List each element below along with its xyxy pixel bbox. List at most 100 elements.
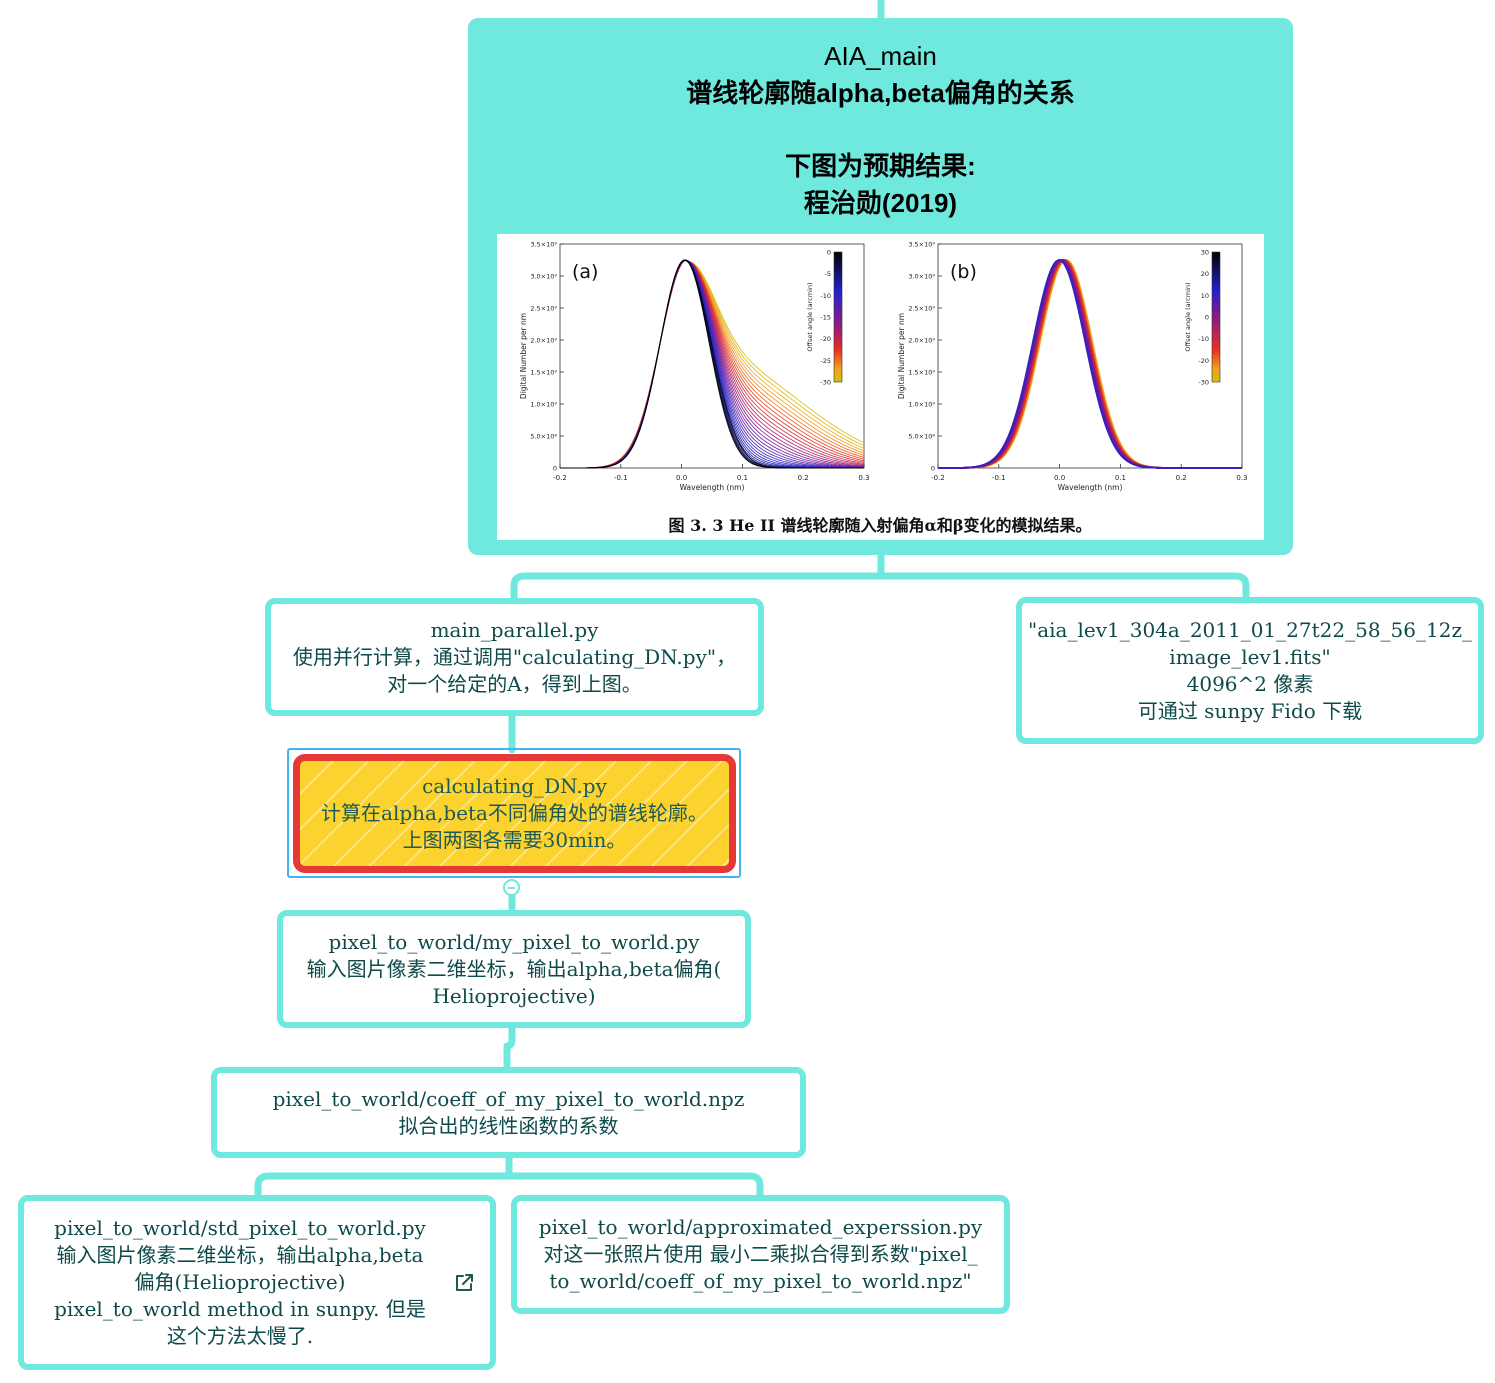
node-aia-fits-file[interactable]: "aia_lev1_304a_2011_01_27t22_58_56_12z_ …: [1016, 597, 1484, 744]
profile-line: [560, 259, 865, 469]
profile-line: [560, 259, 864, 469]
root-note-1: 下图为预期结果:: [785, 151, 976, 181]
profile-line: [560, 259, 865, 469]
profile-line: [560, 259, 865, 469]
chart-panel-b: -0.2 -0.1 0.0 0.1 0.2 0.3 0 5.0×10⁸ 1.0×10⁹ 1.5×1…: [897, 241, 1248, 493]
profile-line: [560, 259, 865, 469]
x-axis-label: Wavelength (nm): [680, 483, 745, 492]
profile-line: [560, 259, 865, 469]
x-tick-label: -0.2: [553, 474, 567, 482]
node-title: calculating_DN.py: [422, 774, 607, 798]
y-tick-label: 0: [931, 465, 935, 473]
collapse-toggle-icon[interactable]: [503, 879, 520, 896]
node-desc-3: pixel_to_world method in sunpy. 但是: [54, 1297, 426, 1321]
colorbar-tick-label: -25: [820, 357, 831, 365]
plot-frame: [937, 243, 1243, 469]
profile-line: [560, 259, 864, 469]
node-desc-4: 这个方法太慢了.: [166, 1324, 314, 1348]
x-tick-label: 0.2: [798, 474, 809, 482]
profile-line: [560, 259, 864, 469]
profile-line: [560, 259, 864, 469]
node-std-pixel-to-world[interactable]: pixel_to_world/std_pixel_to_world.py 输入图…: [18, 1195, 496, 1370]
profile-line: [560, 259, 864, 469]
figure-caption: 图 3. 3 He II 谱线轮廓随入射偏角α和β变化的模拟结果。: [669, 516, 1092, 535]
node-title: pixel_to_world/std_pixel_to_world.py: [54, 1216, 426, 1240]
node-title: pixel_to_world/approximated_experssion.p…: [538, 1215, 983, 1239]
x-tick-label: -0.1: [992, 474, 1006, 482]
profile-line: [560, 259, 864, 469]
external-link-icon[interactable]: [454, 1273, 474, 1300]
y-tick-label: 5.0×10⁸: [530, 433, 557, 441]
node-desc-1: 输入图片像素二维坐标，输出alpha,beta偏角(: [306, 956, 722, 981]
profile-line: [560, 259, 864, 469]
colorbar-tick-label: -5: [825, 270, 831, 278]
colorbar-tick-label: 0: [1205, 314, 1209, 322]
profile-line: [560, 259, 864, 469]
selection-frame: [287, 748, 741, 878]
x-tick-label: 0.1: [737, 474, 748, 482]
profile-line: [938, 259, 1242, 469]
colorbar: [1211, 251, 1221, 383]
node-main-parallel[interactable]: main_parallel.py 使用并行计算，通过调用"calculating…: [265, 598, 764, 716]
node-title: pixel_to_world/coeff_of_my_pixel_to_worl…: [272, 1086, 745, 1111]
profile-line: [560, 259, 865, 469]
node-calculating-dn[interactable]: calculating_DN.py 计算在alpha,beta不同偏角处的谱线轮…: [293, 754, 736, 873]
node-approximated-expression[interactable]: pixel_to_world/approximated_experssion.p…: [511, 1195, 1010, 1314]
root-node-aia-main[interactable]: AIA_main 谱线轮廓随alpha,beta偏角的关系 下图为预期结果: 程…: [468, 18, 1293, 555]
y-tick-label: 2.0×10⁹: [530, 337, 557, 345]
root-subtitle: 谱线轮廓随alpha,beta偏角的关系: [686, 78, 1075, 108]
profile-line: [560, 259, 865, 469]
x-tick-label: 0.3: [858, 474, 869, 482]
y-tick-label: 3.5×10⁹: [908, 241, 935, 249]
profile-line: [560, 259, 864, 469]
y-tick-label: 2.5×10⁹: [908, 305, 935, 313]
root-note-2: 程治勋(2019): [803, 188, 958, 218]
colorbar-title: Offset angle (arcmin): [1184, 282, 1192, 351]
node-desc-1: 计算在alpha,beta不同偏角处的谱线轮廓。: [321, 801, 708, 825]
colorbar-tick-label: -15: [820, 314, 831, 322]
panel-label: (b): [950, 261, 977, 283]
profile-line: [560, 259, 865, 469]
profile-line: [560, 259, 865, 469]
node-title: "aia_lev1_304a_2011_01_27t22_58_56_12z_: [1028, 617, 1472, 642]
x-tick-label: 0.0: [676, 474, 687, 482]
colorbar-tick-label: -30: [820, 379, 831, 387]
node-desc-1: 4096^2 像素: [1186, 671, 1314, 696]
node-desc-1: 使用并行计算，通过调用"calculating_DN.py"，: [292, 644, 737, 669]
panel-label: (a): [572, 261, 598, 283]
x-tick-label: 0.3: [1236, 474, 1247, 482]
colorbar-tick-label: -10: [820, 292, 831, 300]
chart-panel-a: -0.2 -0.1 0.0 0.1 0.2 0.3 0 5.0×10⁸ 1.0×10⁹ 1.5×1…: [519, 241, 870, 493]
colorbar-tick-label: -20: [1198, 357, 1209, 365]
profile-line: [560, 259, 864, 469]
profile-line: [560, 259, 865, 469]
profile-line: [560, 259, 865, 469]
node-desc-1: 对这一张照片使用 最小二乘拟合得到系数"pixel_: [543, 1242, 978, 1266]
node-coeff-npz[interactable]: pixel_to_world/coeff_of_my_pixel_to_worl…: [211, 1067, 806, 1158]
profile-line: [560, 259, 864, 469]
x-tick-label: 0.0: [1054, 474, 1065, 482]
profile-line: [560, 259, 865, 469]
profile-line: [560, 259, 865, 469]
embedded-figure: -0.2 -0.1 0.0 0.1 0.2 0.3 0 5.0×10⁸ 1.0×10⁹ 1.5×1…: [497, 234, 1264, 540]
node-desc-2: Helioprojective): [432, 983, 596, 1008]
node-title: pixel_to_world/my_pixel_to_world.py: [328, 929, 700, 954]
profile-line: [560, 259, 864, 469]
node-desc-2: 可通过 sunpy Fido 下载: [1137, 698, 1363, 723]
node-desc-2: 上图两图各需要30min。: [402, 828, 627, 852]
x-tick-label: -0.2: [931, 474, 945, 482]
y-tick-label: 3.5×10⁹: [530, 241, 557, 249]
y-tick-label: 2.0×10⁹: [908, 337, 935, 345]
profile-line: [560, 259, 865, 469]
node-my-pixel-to-world[interactable]: pixel_to_world/my_pixel_to_world.py 输入图片…: [277, 910, 751, 1028]
y-tick-label: 5.0×10⁸: [908, 433, 935, 441]
y-axis-label: Digital Number per nm: [897, 313, 906, 399]
y-tick-label: 3.0×10⁹: [530, 273, 557, 281]
node-desc-2: 对一个给定的A，得到上图。: [387, 671, 642, 696]
profile-line: [560, 259, 865, 469]
y-tick-label: 0: [553, 465, 557, 473]
x-axis-label: Wavelength (nm): [1058, 483, 1123, 492]
y-axis-label: Digital Number per nm: [519, 313, 528, 399]
y-tick-label: 1.0×10⁹: [908, 401, 935, 409]
